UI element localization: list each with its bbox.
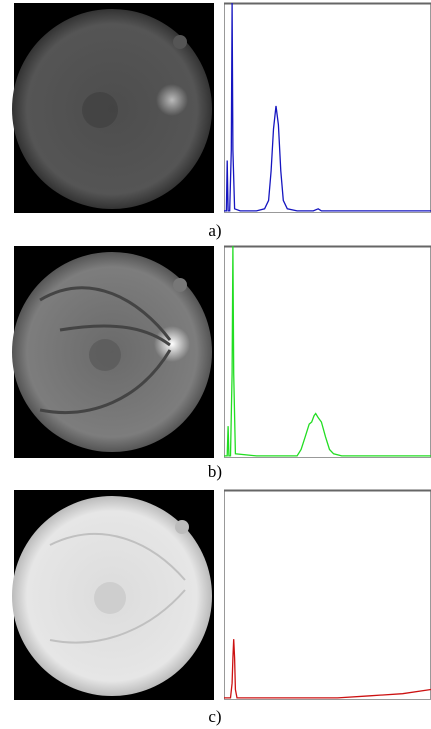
plot-frame — [225, 247, 431, 458]
caption: c) — [208, 707, 221, 726]
caption: b) — [208, 462, 222, 481]
fundus-image — [12, 246, 214, 458]
plot-frame — [225, 4, 431, 213]
figure: a) b) c) — [0, 0, 431, 729]
fundus-image — [12, 3, 214, 213]
plot-frame — [225, 491, 431, 700]
caption: a) — [208, 221, 221, 240]
fundus-image — [12, 490, 214, 700]
